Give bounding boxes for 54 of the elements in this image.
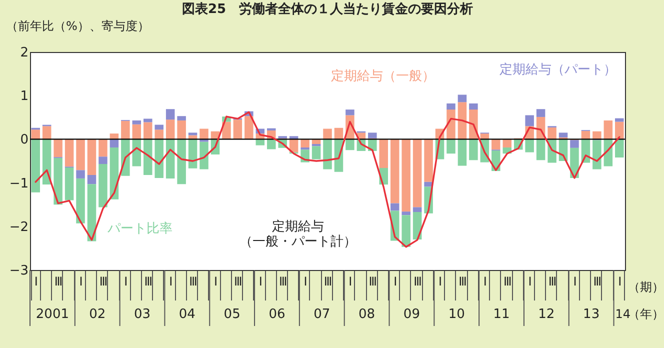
text: 定期給与（パート） (500, 62, 616, 78)
x-tick-label: Ⅰ (304, 274, 308, 288)
text: 14 (615, 307, 631, 321)
text: 06 (268, 307, 286, 322)
text: 13 (583, 307, 600, 322)
text: 10 (448, 307, 465, 322)
y-axis-title: （前年比（%）、寄与度） (6, 19, 150, 33)
x-tick-label: Ⅰ (394, 274, 398, 288)
x-tick-label: Ⅰ (214, 274, 218, 288)
x-tick-label: Ⅰ (169, 274, 173, 288)
x-tick-label: Ⅲ (324, 274, 332, 288)
y-tick-label: 2 (20, 46, 28, 60)
text: 07 (314, 307, 330, 322)
y-tick-label: 0 (20, 132, 28, 148)
y-tick-label: −1 (9, 176, 28, 192)
x-axis-title: （期） (628, 280, 664, 294)
x-tick-label: Ⅲ (54, 274, 63, 288)
text: 08 (358, 307, 376, 322)
x-tick-label: Ⅰ (124, 274, 128, 288)
series-label: パート比率 (106, 220, 172, 237)
text: 02 (89, 307, 106, 322)
x-tick-label: Ⅲ (234, 274, 242, 288)
x-tick-label: Ⅰ (483, 274, 487, 288)
x-tick-label: Ⅲ (503, 274, 512, 288)
x-tick-label: Ⅲ (368, 274, 378, 288)
x-tick-label: Ⅰ (438, 274, 442, 288)
x-tick-label: Ⅰ (348, 274, 352, 288)
x-tick-label: Ⅲ (458, 274, 467, 288)
x-tick-label: Ⅰ (528, 274, 532, 288)
y-tick-label: −3 (9, 264, 28, 278)
x-tick-label: Ⅰ (618, 274, 622, 288)
text: 04 (178, 307, 196, 322)
x-tick-label: Ⅰ (79, 274, 83, 288)
text: 12 (538, 307, 555, 322)
chart-title: 図表25 労働者全体の１人当たり賃金の要因分析 (182, 1, 474, 17)
x-tick-label: Ⅲ (548, 274, 557, 288)
x-tick-label: Ⅲ (414, 274, 422, 288)
text: 定期給与（一般・パート計） (240, 219, 356, 250)
text: 11 (493, 307, 510, 322)
x-tick-label: Ⅲ (144, 274, 153, 288)
x-tick-label: Ⅰ (34, 274, 38, 288)
text: 09 (403, 307, 420, 322)
x-tick-label: Ⅰ (258, 274, 262, 288)
x-tick-label: Ⅰ (573, 274, 577, 288)
text: 2001 (36, 307, 69, 322)
x-tick-label: Ⅲ (189, 274, 198, 288)
y-tick-label: −2 (9, 220, 28, 235)
text: 定期給与（一般） (331, 68, 435, 84)
x-tick-label: Ⅲ (278, 274, 288, 288)
y-tick-label: 1 (20, 89, 28, 104)
text: 05 (224, 307, 240, 322)
text: 03 (134, 307, 151, 322)
x-tick-label: Ⅲ (99, 274, 108, 288)
x-tick-label: Ⅲ (593, 274, 602, 288)
